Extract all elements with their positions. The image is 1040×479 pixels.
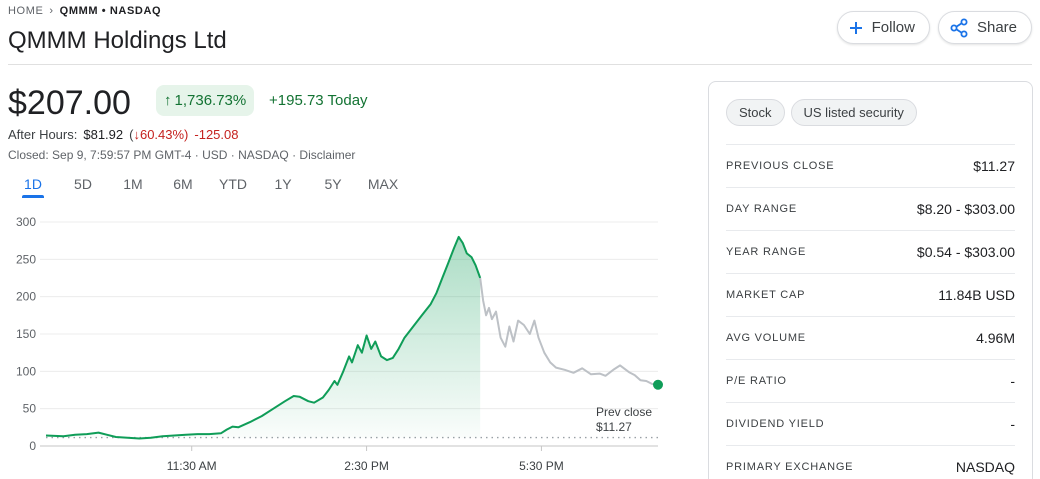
stat-value: $8.20 - $303.00 [916, 201, 1015, 217]
stat-value: $11.27 [973, 158, 1015, 174]
y-tick-label: 150 [16, 327, 36, 341]
stat-row-avg-volume: AVG VOLUME 4.96M [726, 316, 1015, 359]
header-divider [8, 64, 1032, 65]
y-tick-label: 100 [16, 364, 36, 378]
x-tick-label: 2:30 PM [344, 459, 389, 473]
stat-row-primary-exchange: PRIMARY EXCHANGE NASDAQ [726, 445, 1015, 479]
range-tab-6m[interactable]: 6M [173, 176, 193, 192]
stat-row-market-cap: MARKET CAP 11.84B USD [726, 273, 1015, 316]
stat-row-day-range: DAY RANGE $8.20 - $303.00 [726, 187, 1015, 230]
page-title: QMMM Holdings Ltd [8, 27, 227, 54]
stat-label: DAY RANGE [726, 203, 797, 215]
stat-value: NASDAQ [955, 459, 1015, 475]
follow-button-label: Follow [871, 19, 915, 36]
prev-close-label: Prev close [596, 405, 652, 419]
y-tick-label: 250 [16, 252, 36, 266]
price-chart[interactable]: 0 50 100 150 200 250 300 11:30 AM 2:30 PM 5:30 PM… [0, 205, 665, 479]
range-tab-ytd[interactable]: YTD [219, 176, 247, 192]
share-icon [950, 18, 968, 37]
stat-row-dividend-yield: DIVIDEND YIELD - [726, 402, 1015, 445]
y-tick-label: 200 [16, 290, 36, 304]
stat-value: 4.96M [976, 330, 1015, 346]
current-price: $207.00 [8, 84, 131, 122]
regular-session-line [45, 235, 482, 440]
chevron-right-icon: › [49, 5, 54, 17]
last-price-dot [653, 379, 663, 390]
breadcrumb-home[interactable]: HOME [8, 5, 44, 17]
stat-value: - [1010, 416, 1015, 432]
prev-close-value: $11.27 [596, 420, 632, 434]
security-type-chips: Stock US listed security [726, 99, 917, 126]
range-tab-1m[interactable]: 1M [123, 176, 143, 192]
header-actions: Follow Share [836, 11, 1032, 44]
arrow-down-icon: ↓ [133, 127, 140, 142]
y-tick-label: 50 [23, 402, 37, 416]
after-hours-line: After Hours: $81.92 (↓60.43%) -125.08 [8, 127, 238, 142]
share-button[interactable]: Share [937, 11, 1032, 44]
after-hours-line [479, 277, 659, 386]
after-hours-price: $81.92 [83, 127, 124, 142]
market-status-line: Closed: Sep 9, 7:59:57 PM GMT-4 · USD · … [8, 148, 356, 162]
after-hours-open-paren: ( [129, 127, 134, 142]
change-today: +195.73 Today [269, 92, 368, 109]
chip-us-listed-security[interactable]: US listed security [790, 99, 917, 126]
stat-label: PREVIOUS CLOSE [726, 160, 835, 172]
y-tick-label: 0 [29, 439, 36, 453]
chip-stock[interactable]: Stock [726, 99, 785, 126]
breadcrumb: HOME › QMMM • NASDAQ [8, 5, 161, 17]
after-hours-percent-value: 60.43%) [139, 127, 189, 142]
arrow-up-icon: ↑ [164, 92, 172, 109]
key-stats-card: Stock US listed security PREVIOUS CLOSE $… [708, 81, 1033, 479]
stat-label: P/E RATIO [726, 375, 787, 387]
range-tab-5d[interactable]: 5D [74, 176, 92, 192]
after-hours-change: -125.08 [194, 127, 239, 142]
x-tick-label: 11:30 AM [167, 459, 217, 473]
stat-label: DIVIDEND YIELD [726, 418, 825, 430]
change-percent-badge: ↑ 1,736.73% [156, 85, 255, 116]
share-button-label: Share [976, 19, 1017, 36]
regular-session-area [46, 236, 481, 439]
y-tick-label: 300 [16, 215, 36, 229]
stat-row-p-e-ratio: P/E RATIO - [726, 359, 1015, 402]
stat-value: 11.84B USD [938, 287, 1015, 303]
after-hours-label: After Hours: [8, 127, 78, 142]
stat-label: YEAR RANGE [726, 246, 807, 258]
range-tabs: 1D 5D 1M 6M YTD 1Y 5Y MAX [8, 174, 408, 198]
stat-row-year-range: YEAR RANGE $0.54 - $303.00 [726, 230, 1015, 273]
stat-value: $0.54 - $303.00 [916, 244, 1015, 260]
change-percent: 1,736.73% [174, 92, 247, 109]
breadcrumb-current: QMMM • NASDAQ [59, 5, 162, 17]
range-tab-1d[interactable]: 1D [8, 174, 58, 198]
range-tab-max[interactable]: MAX [367, 176, 399, 192]
x-tick-label: 5:30 PM [519, 459, 564, 473]
stat-row-previous-close: PREVIOUS CLOSE $11.27 [726, 144, 1015, 187]
stat-label: PRIMARY EXCHANGE [726, 461, 854, 473]
follow-button[interactable]: Follow [836, 11, 930, 44]
range-tab-1y[interactable]: 1Y [274, 176, 292, 192]
after-hours-percent: (↓60.43%) [129, 127, 188, 142]
stat-value: - [1010, 373, 1015, 389]
stat-label: MARKET CAP [726, 289, 806, 301]
range-tab-5y[interactable]: 5Y [324, 176, 342, 192]
stat-label: AVG VOLUME [726, 332, 806, 344]
plus-icon [849, 21, 862, 34]
